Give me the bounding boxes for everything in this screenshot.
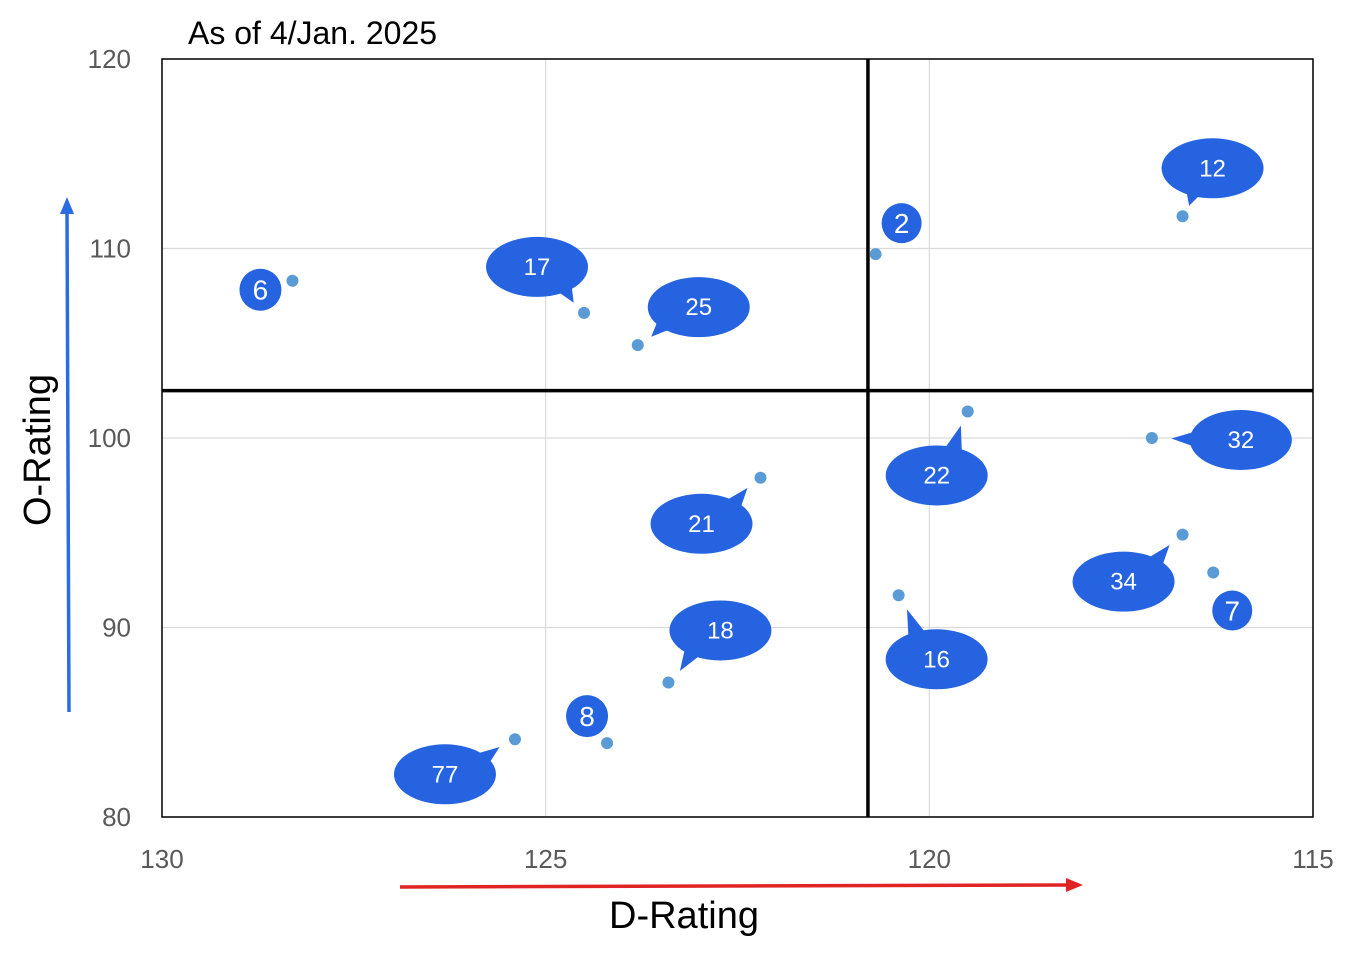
data-point-32 — [1145, 432, 1158, 444]
label-text: 18 — [707, 617, 734, 644]
data-point-7 — [1207, 566, 1220, 579]
y-tick-label: 80 — [102, 802, 131, 832]
y-tick-label: 100 — [88, 423, 131, 453]
point-label-34: 34 — [1072, 544, 1175, 612]
label-text: 25 — [685, 294, 712, 321]
point-label-12: 12 — [1161, 138, 1264, 206]
label-text: 6 — [253, 275, 269, 306]
point-label-77: 77 — [393, 744, 500, 805]
x-tick-label: 115 — [1292, 844, 1333, 874]
point-label-17: 17 — [486, 236, 589, 303]
y-axis-arrow — [60, 197, 74, 713]
label-bubble — [1072, 551, 1175, 612]
data-point-12 — [1176, 210, 1189, 223]
y-tick-label: 110 — [90, 234, 131, 264]
data-point-34 — [1176, 528, 1189, 541]
label-circle — [239, 268, 282, 311]
label-circle — [1212, 590, 1253, 631]
label-circle — [566, 695, 609, 738]
data-point-8 — [601, 737, 614, 750]
point-label-32: 32 — [1171, 410, 1292, 470]
label-text: 2 — [894, 208, 910, 239]
data-point-2 — [869, 248, 882, 261]
axis-ticks: 130 125 120 115 80 90 100 110 120 — [88, 44, 1334, 874]
label-text: 8 — [579, 701, 595, 732]
plot-border — [161, 58, 1314, 818]
data-point-16 — [892, 589, 905, 602]
label-bubble — [1161, 138, 1264, 199]
label-text: 22 — [923, 462, 950, 489]
point-label-21: 21 — [650, 487, 753, 554]
label-text: 12 — [1199, 155, 1226, 182]
label-bubble — [486, 236, 589, 297]
data-points — [286, 210, 1220, 750]
data-point-17 — [578, 306, 591, 319]
label-circle — [881, 203, 922, 244]
label-bubble — [885, 629, 988, 690]
point-label-16: 16 — [885, 609, 988, 690]
point-label-2: 2 — [881, 203, 922, 244]
y-axis-label: O-Rating — [17, 374, 59, 526]
label-text: 16 — [923, 646, 950, 673]
data-point-77 — [508, 733, 521, 746]
x-axis-arrow — [399, 878, 1083, 892]
label-bubble — [647, 277, 750, 338]
point-label-8: 8 — [566, 695, 609, 738]
label-bubble — [1189, 410, 1292, 470]
point-label-18: 18 — [669, 600, 772, 672]
label-text: 77 — [432, 761, 459, 788]
x-tick-label: 130 — [140, 844, 183, 874]
label-bubble — [885, 445, 988, 506]
y-tick-label: 120 — [88, 44, 131, 74]
point-label-6: 6 — [239, 268, 282, 311]
point-label-22: 22 — [885, 425, 988, 506]
label-bubble — [393, 744, 496, 805]
quadrant-lines — [162, 59, 1313, 817]
data-point-21 — [754, 471, 767, 484]
x-tick-label: 125 — [524, 844, 567, 874]
label-text: 21 — [688, 511, 715, 538]
label-bubble — [669, 600, 772, 661]
label-text: 7 — [1224, 596, 1240, 627]
x-tick-label: 120 — [908, 844, 951, 874]
label-bubble — [650, 493, 753, 554]
y-tick-label: 90 — [102, 613, 131, 643]
point-labels: 6 17 25 2 12 22 32 21 34 7 16 18 8 77 — [239, 138, 1292, 805]
data-point-22 — [961, 405, 974, 418]
data-point-6 — [286, 274, 299, 287]
point-label-25: 25 — [647, 277, 750, 338]
chart-title: As of 4/Jan. 2025 — [188, 15, 437, 51]
label-text: 34 — [1110, 569, 1137, 596]
data-point-25 — [631, 339, 644, 352]
label-text: 32 — [1228, 427, 1255, 454]
x-axis-label: D-Rating — [609, 895, 759, 937]
label-text: 17 — [524, 254, 551, 281]
point-label-7: 7 — [1212, 590, 1253, 631]
data-point-18 — [662, 676, 675, 689]
